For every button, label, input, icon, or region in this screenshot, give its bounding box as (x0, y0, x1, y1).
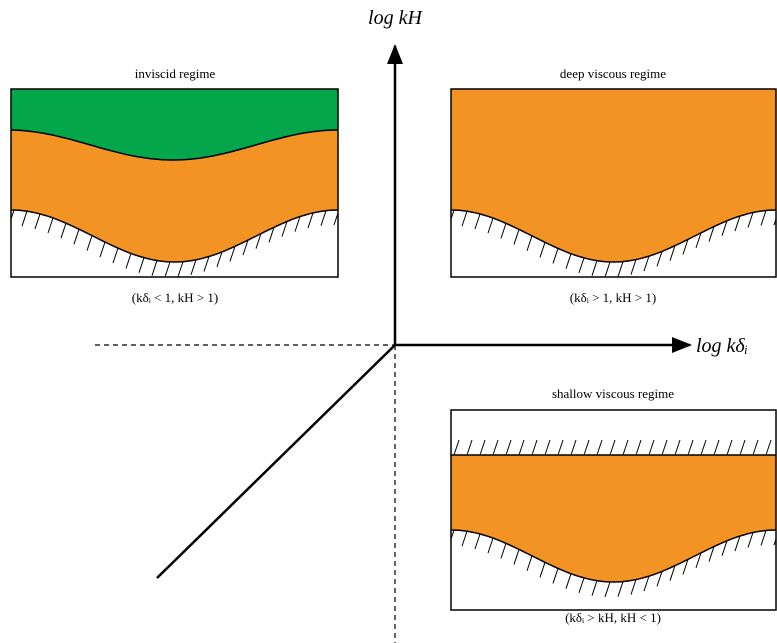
panel-title: inviscid regime (135, 66, 216, 81)
panel-condition: (kδᵢ > 1, kH > 1) (570, 290, 656, 305)
panel (436, 89, 777, 277)
panel-title: shallow viscous regime (552, 386, 674, 401)
hatch (436, 210, 441, 225)
panel-condition: (kδᵢ < 1, kH > 1) (132, 290, 218, 305)
panel (0, 89, 339, 277)
panel (436, 410, 777, 610)
diagonal-axis (157, 345, 395, 578)
hatch (441, 440, 446, 455)
x-axis-label: log kδᵢ (696, 335, 748, 357)
panel-condition: (kδᵢ > kH, kH < 1) (565, 610, 661, 625)
diagram: log kH log kδᵢ inviscid regime (kδᵢ < 1,… (0, 0, 777, 643)
hatch (0, 210, 1, 225)
panels (0, 89, 777, 610)
panel-title: deep viscous regime (560, 66, 666, 81)
hatch (436, 530, 441, 545)
y-axis-label: log kH (368, 7, 423, 29)
